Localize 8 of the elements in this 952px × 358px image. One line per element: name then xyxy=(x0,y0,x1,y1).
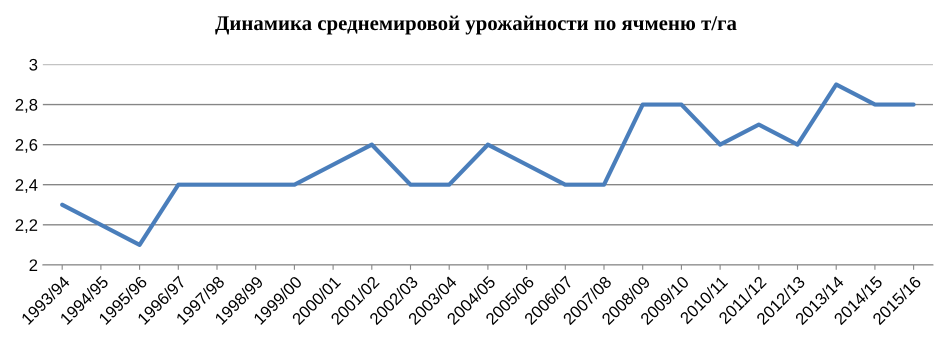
y-tick-label: 2,4 xyxy=(16,179,38,193)
y-tick-label: 2 xyxy=(30,259,38,271)
chart-title: Динамика среднемировой урожайности по ячменю т/га xyxy=(215,16,737,35)
y-tick-label: 2,6 xyxy=(16,139,38,153)
y-tick-label: 2,8 xyxy=(16,98,38,113)
y-tick-label: 2,2 xyxy=(16,219,38,233)
y-tick-label: 3 xyxy=(29,58,38,71)
line-series xyxy=(60,82,916,247)
